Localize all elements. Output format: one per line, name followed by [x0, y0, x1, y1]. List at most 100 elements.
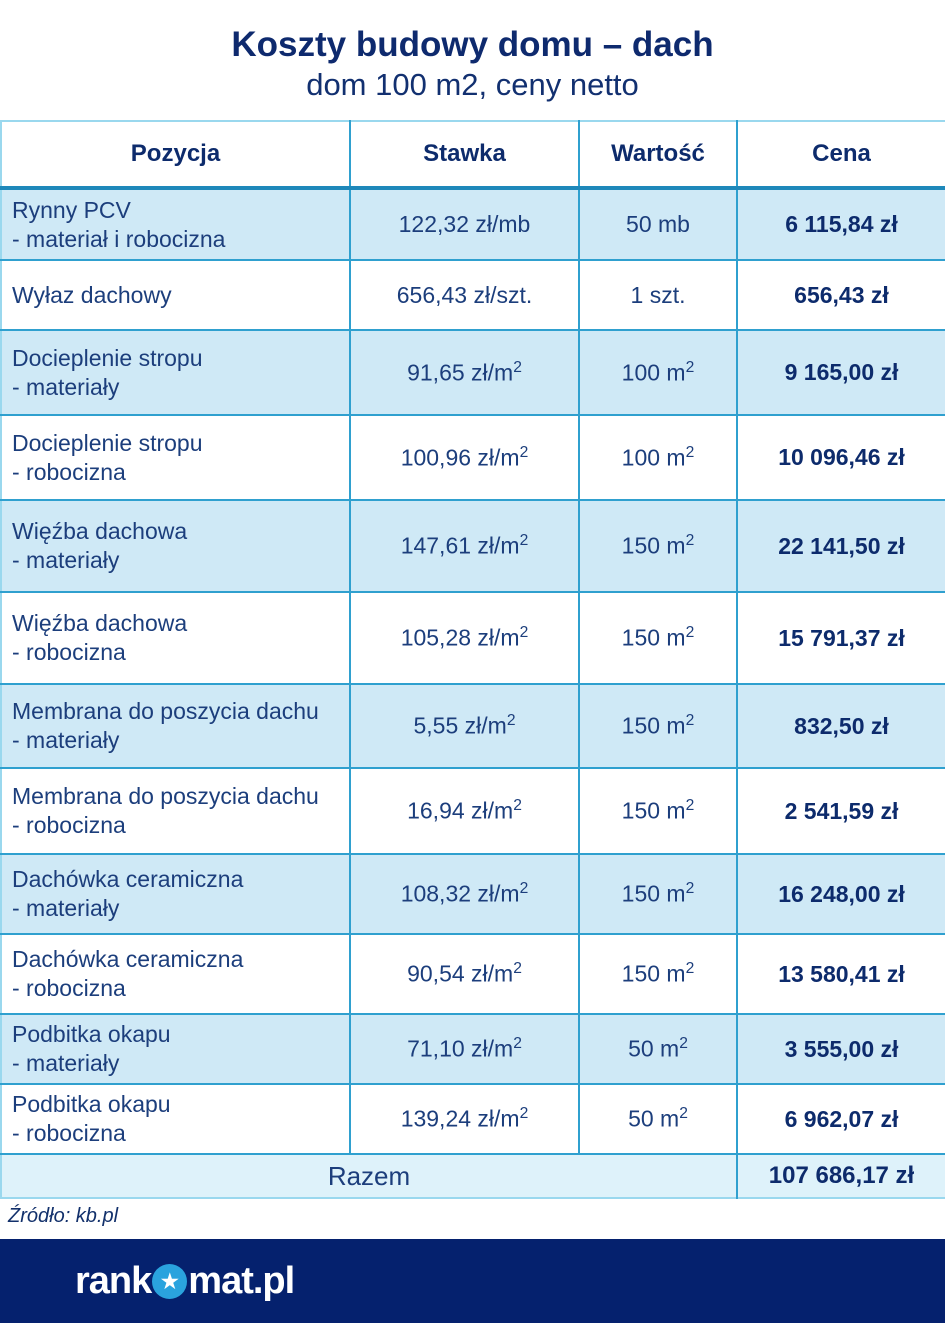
stawka-cell: 91,65 zł/m2 [349, 329, 579, 415]
item-name: Rynny PCV [12, 196, 131, 223]
item-name: Więźba dachowa [12, 518, 188, 544]
item-name: Membrana do poszycia dachu [12, 783, 319, 809]
cena-cell: 16 248,00 zł [736, 853, 945, 934]
cena-cell: 3 555,00 zł [736, 1013, 945, 1084]
stawka-cell: 100,96 zł/m2 [349, 414, 579, 500]
item-name: Membrana do poszycia dachu [12, 698, 319, 724]
table-row: Membrana do poszycia dachu - materiały 5… [1, 683, 945, 768]
wartosc-cell: 50 m2 [578, 1083, 737, 1154]
pozycja-cell: Rynny PCV - materiał i robocizna [1, 187, 350, 260]
table-row: Rynny PCV - materiał i robocizna 122,32 … [1, 187, 945, 260]
page-subtitle: dom 100 m2, ceny netto [306, 67, 639, 102]
item-name: Podbitka okapu [12, 1091, 171, 1117]
item-name: Wyłaz dachowy [12, 281, 172, 308]
star-icon: ★ [152, 1263, 188, 1299]
stawka-cell: 122,32 zł/mb [349, 187, 579, 260]
logo-text-left: rank [75, 1259, 152, 1302]
pozycja-cell: Dachówka ceramiczna - materiały [1, 853, 350, 934]
item-name: Więźba dachowa [12, 610, 188, 636]
source-note: Źródło: kb.pl [8, 1205, 119, 1227]
item-name: Podbitka okapu [12, 1021, 171, 1047]
table-row: Dachówka ceramiczna - materiały 108,32 z… [1, 853, 945, 934]
table-row: Podbitka okapu - robocizna 139,24 zł/m2 … [1, 1083, 945, 1154]
cena-cell: 656,43 zł [736, 259, 945, 330]
cena-cell: 6 115,84 zł [736, 187, 945, 260]
page-title: Koszty budowy domu – dach [231, 25, 714, 64]
total-label: Razem [1, 1153, 737, 1198]
cost-table: Pozycja Stawka Wartość Cena Rynny PCV - … [0, 120, 945, 1199]
wartosc-cell: 150 m2 [578, 499, 737, 592]
pozycja-cell: Więźba dachowa - materiały [1, 499, 350, 592]
pozycja-cell: Podbitka okapu - robocizna [1, 1083, 350, 1154]
pozycja-cell: Dachówka ceramiczna - robocizna [1, 933, 350, 1014]
item-sub: - robocizna [12, 975, 126, 1001]
item-sub: - robocizna [12, 458, 126, 485]
cena-cell: 22 141,50 zł [736, 499, 945, 592]
item-sub: - materiały [12, 373, 120, 400]
stawka-cell: 90,54 zł/m2 [349, 933, 579, 1014]
cena-cell: 6 962,07 zł [736, 1083, 945, 1154]
total-row: Razem 107 686,17 zł [1, 1153, 945, 1198]
item-name: Dachówka ceramiczna [12, 866, 244, 892]
table-header-row: Pozycja Stawka Wartość Cena [1, 121, 945, 190]
table-row: Membrana do poszycia dachu - robocizna 1… [1, 767, 945, 854]
wartosc-cell: 50 m2 [578, 1013, 737, 1084]
wartosc-cell: 50 mb [578, 187, 737, 260]
table-row: Wyłaz dachowy 656,43 zł/szt. 1 szt. 656,… [1, 259, 945, 330]
stawka-cell: 147,61 zł/m2 [349, 499, 579, 592]
stawka-cell: 5,55 zł/m2 [349, 683, 579, 768]
wartosc-cell: 100 m2 [578, 329, 737, 415]
stawka-cell: 139,24 zł/m2 [349, 1083, 579, 1154]
column-header-stawka: Stawka [349, 121, 579, 190]
page-header: Koszty budowy domu – dach dom 100 m2, ce… [0, 0, 945, 104]
wartosc-cell: 100 m2 [578, 414, 737, 500]
pozycja-cell: Wyłaz dachowy [1, 259, 350, 330]
footer-bar: rank ★ mat.pl [0, 1239, 945, 1323]
stawka-cell: 105,28 zł/m2 [349, 591, 579, 684]
wartosc-cell: 150 m2 [578, 853, 737, 934]
item-sub: - robocizna [12, 812, 126, 838]
item-sub: - robocizna [12, 1120, 126, 1146]
item-name: Docieplenie stropu [12, 344, 203, 371]
wartosc-cell: 150 m2 [578, 767, 737, 854]
item-sub: - materiały [12, 1050, 120, 1076]
stawka-cell: 16,94 zł/m2 [349, 767, 579, 854]
wartosc-cell: 150 m2 [578, 683, 737, 768]
pozycja-cell: Podbitka okapu - materiały [1, 1013, 350, 1084]
item-sub: - materiały [12, 547, 120, 573]
item-sub: - materiały [12, 895, 120, 921]
table-row: Docieplenie stropu - robocizna 100,96 zł… [1, 414, 945, 500]
item-sub: - materiały [12, 727, 120, 753]
column-header-pozycja: Pozycja [1, 121, 350, 190]
stawka-cell: 656,43 zł/szt. [349, 259, 579, 330]
table-row: Więźba dachowa - materiały 147,61 zł/m2 … [1, 499, 945, 592]
rankomat-logo: rank ★ mat.pl [75, 1259, 295, 1303]
cena-cell: 10 096,46 zł [736, 414, 945, 500]
wartosc-cell: 150 m2 [578, 933, 737, 1014]
stawka-cell: 71,10 zł/m2 [349, 1013, 579, 1084]
pozycja-cell: Docieplenie stropu - materiały [1, 329, 350, 415]
item-name: Dachówka ceramiczna [12, 946, 244, 972]
table-row: Więźba dachowa - robocizna 105,28 zł/m2 … [1, 591, 945, 684]
stawka-cell: 108,32 zł/m2 [349, 853, 579, 934]
pozycja-cell: Membrana do poszycia dachu - materiały [1, 683, 350, 768]
pozycja-cell: Więźba dachowa - robocizna [1, 591, 350, 684]
cena-cell: 9 165,00 zł [736, 329, 945, 415]
cena-cell: 15 791,37 zł [736, 591, 945, 684]
table-row: Podbitka okapu - materiały 71,10 zł/m2 5… [1, 1013, 945, 1084]
wartosc-cell: 150 m2 [578, 591, 737, 684]
item-sub: - robocizna [12, 639, 126, 665]
pozycja-cell: Membrana do poszycia dachu - robocizna [1, 767, 350, 854]
wartosc-cell: 1 szt. [578, 259, 737, 330]
table-row: Docieplenie stropu - materiały 91,65 zł/… [1, 329, 945, 415]
table-row: Dachówka ceramiczna - robocizna 90,54 zł… [1, 933, 945, 1014]
item-sub: - materiał i robocizna [12, 225, 226, 252]
logo-text-right: mat.pl [188, 1259, 295, 1302]
item-name: Docieplenie stropu [12, 429, 203, 456]
total-value: 107 686,17 zł [736, 1153, 945, 1198]
column-header-cena: Cena [736, 121, 945, 190]
pozycja-cell: Docieplenie stropu - robocizna [1, 414, 350, 500]
cena-cell: 832,50 zł [736, 683, 945, 768]
cena-cell: 13 580,41 zł [736, 933, 945, 1014]
cena-cell: 2 541,59 zł [736, 767, 945, 854]
